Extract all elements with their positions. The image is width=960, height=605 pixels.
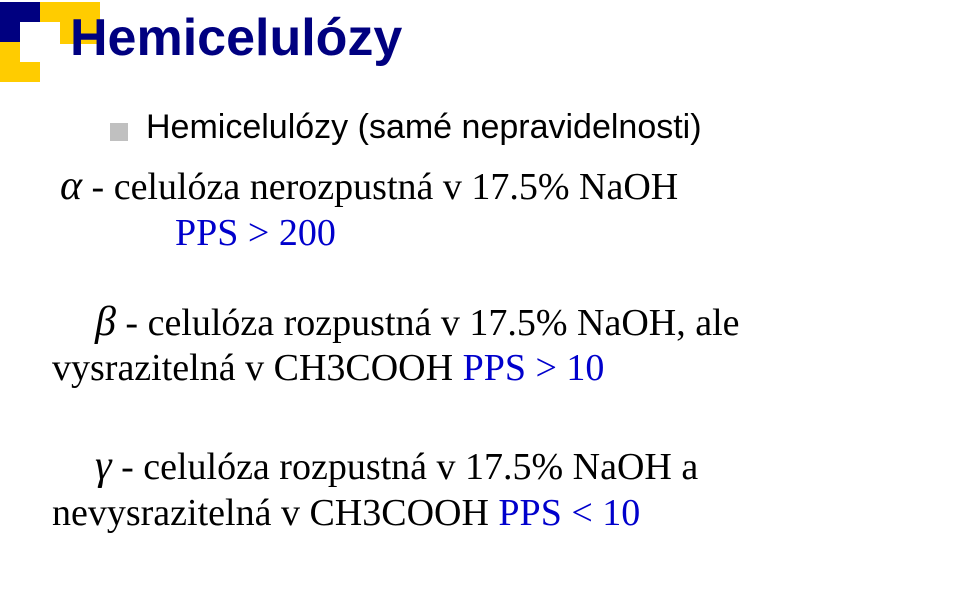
alpha-pps: PPS > 200	[175, 210, 336, 258]
gamma-line2: nevysrazitelná v CH3COOH PPS < 10	[52, 490, 640, 538]
bullet-square-icon	[110, 123, 128, 141]
gamma-line2a: nevysrazitelná v	[52, 492, 309, 534]
gamma-text: - celulóza rozpustná v 17.5% NaOH a	[112, 446, 699, 488]
alpha-text: - celulóza nerozpustná v 17.5% NaOH	[82, 166, 678, 208]
gamma-line1: γ - celulóza rozpustná v 17.5% NaOH a	[95, 440, 698, 493]
gamma-ch3cooh: CH3COOH	[309, 492, 498, 534]
gamma-symbol: γ	[95, 443, 112, 489]
page-title: Hemicelulózy	[70, 8, 402, 68]
beta-text: - celulóza rozpustná v 17.5% NaOH, ale	[116, 302, 740, 344]
alpha-symbol: α	[60, 163, 82, 209]
gamma-pps: PPS < 10	[498, 492, 640, 534]
beta-line2a: vysrazitelná v	[52, 347, 274, 389]
beta-pps: PPS > 10	[463, 347, 605, 389]
deco-rect-white	[20, 22, 60, 62]
beta-ch3cooh: CH3COOH	[274, 347, 463, 389]
bullet-row: Hemicelulózy (samé nepravidelnosti)	[110, 108, 702, 147]
alpha-line: α - celulóza nerozpustná v 17.5% NaOH	[60, 160, 678, 213]
beta-line1: β - celulóza rozpustná v 17.5% NaOH, ale	[95, 296, 740, 349]
beta-line2: vysrazitelná v CH3COOH PPS > 10	[52, 345, 604, 393]
beta-symbol: β	[95, 299, 116, 345]
bullet-text: Hemicelulózy (samé nepravidelnosti)	[146, 108, 702, 147]
